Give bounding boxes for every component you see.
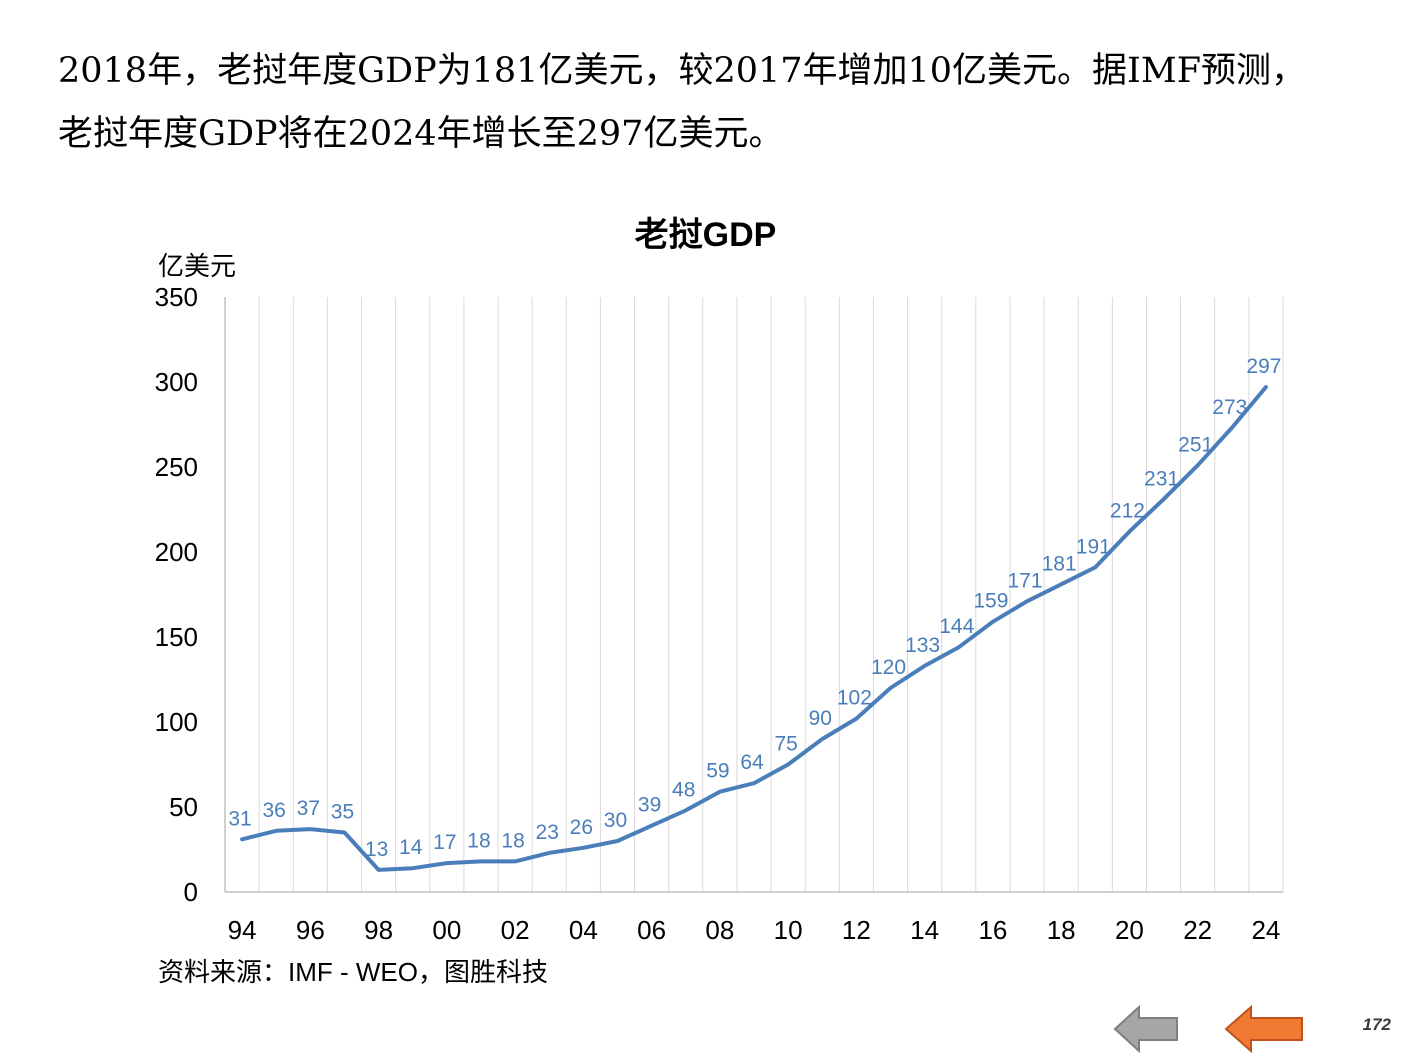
- x-tick-label: 00: [432, 915, 461, 945]
- series-line: [240, 385, 1268, 872]
- data-label: 18: [467, 829, 490, 852]
- data-label: 14: [399, 836, 423, 859]
- x-tick-label: 94: [228, 915, 257, 945]
- left-arrow-gray-icon: [1113, 1004, 1178, 1054]
- y-tick-label: 200: [155, 537, 198, 567]
- x-tick-label: 14: [910, 915, 939, 945]
- chart-title: 老挝GDP: [634, 216, 777, 254]
- y-tick-labels: 0 50 100 150 200 250 300 350: [155, 282, 198, 907]
- next-page-button[interactable]: [1224, 1004, 1304, 1054]
- data-label: 23: [536, 821, 559, 844]
- data-label: 26: [570, 816, 593, 839]
- y-axis-unit-label: 亿美元: [158, 251, 237, 281]
- x-tick-label: 04: [569, 915, 598, 945]
- data-label: 251: [1178, 433, 1213, 456]
- intro-line-2: 老挝年度GDP将在2024年增长至297亿美元。: [58, 114, 784, 154]
- data-label: 48: [672, 778, 695, 801]
- x-tick-label: 20: [1115, 915, 1144, 945]
- prev-page-button[interactable]: [1113, 1004, 1179, 1054]
- x-tick-label: 24: [1251, 915, 1280, 945]
- data-label: 35: [331, 801, 354, 824]
- x-tick-label: 18: [1047, 915, 1076, 945]
- data-label: 13: [365, 838, 388, 861]
- y-tick-label: 50: [169, 792, 198, 822]
- data-label: 59: [706, 760, 729, 783]
- data-label: 17: [433, 831, 456, 854]
- x-tick-label: 96: [296, 915, 325, 945]
- x-tick-label: 10: [774, 915, 803, 945]
- data-label: 18: [501, 829, 524, 852]
- intro-line-1: 2018年，老挝年度GDP为181亿美元，较2017年增加10亿美元。据IMF预…: [58, 51, 1307, 91]
- y-tick-label: 300: [155, 367, 198, 397]
- source-note: 资料来源：IMF - WEO，图胜科技: [158, 957, 548, 987]
- y-tick-label: 250: [155, 452, 198, 482]
- data-label: 273: [1212, 396, 1247, 419]
- x-tick-label: 16: [978, 915, 1007, 945]
- data-label: 120: [871, 656, 906, 679]
- y-tick-label: 100: [155, 707, 198, 737]
- data-label: 37: [297, 797, 320, 820]
- data-label: 64: [740, 751, 764, 774]
- data-label: 191: [1076, 535, 1111, 558]
- data-label: 159: [973, 590, 1008, 613]
- data-label: 231: [1144, 467, 1179, 490]
- x-tick-labels: 94 96 98 00 02 04 06 08 10 12 14 16 18 20 22 24: [228, 915, 1281, 945]
- data-label: 90: [809, 707, 832, 730]
- y-tick-label: 0: [184, 877, 198, 907]
- x-tick-label: 22: [1183, 915, 1212, 945]
- x-tick-label: 08: [705, 915, 734, 945]
- data-label: 102: [837, 687, 872, 710]
- y-tick-label: 150: [155, 622, 198, 652]
- y-tick-label: 350: [155, 282, 198, 312]
- x-tick-label: 98: [364, 915, 393, 945]
- left-arrow-orange-icon: [1224, 1004, 1303, 1054]
- data-label: 133: [905, 634, 940, 657]
- x-tick-label: 02: [501, 915, 530, 945]
- gdp-series-line: [240, 385, 1268, 872]
- data-label: 144: [939, 615, 974, 638]
- gridlines: [258, 297, 1284, 892]
- data-label: 297: [1246, 355, 1281, 378]
- data-label: 31: [228, 807, 251, 830]
- axes: [224, 297, 1283, 893]
- data-label: 39: [638, 794, 661, 817]
- intro-text: 2018年，老挝年度GDP为181亿美元，较2017年增加10亿美元。据IMF预…: [58, 40, 1378, 166]
- data-label: 171: [1008, 569, 1043, 592]
- data-label: 212: [1110, 500, 1145, 523]
- data-label: 75: [774, 733, 797, 756]
- x-tick-label: 06: [637, 915, 666, 945]
- x-tick-label: 12: [842, 915, 871, 945]
- page-number: 172: [1362, 1015, 1391, 1034]
- data-label: 36: [263, 799, 286, 822]
- data-label: 30: [604, 809, 627, 832]
- data-label: 181: [1042, 552, 1077, 575]
